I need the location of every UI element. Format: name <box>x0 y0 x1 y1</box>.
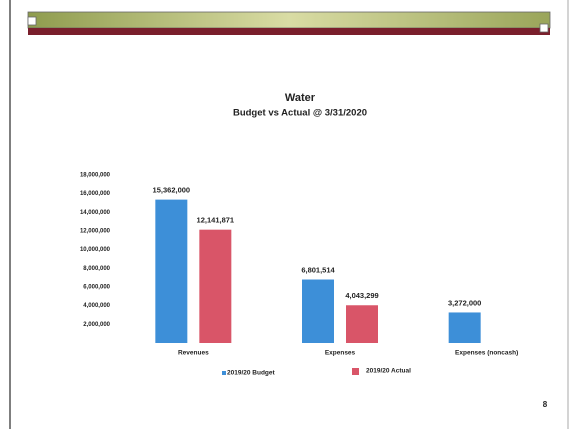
data-label: 3,272,000 <box>448 298 481 307</box>
chart-title: Water <box>285 92 316 104</box>
legend-swatch <box>352 368 359 375</box>
chart-subtitle: Budget vs Actual @ 3/31/2020 <box>233 108 367 119</box>
page-number: 8 <box>543 400 548 409</box>
header-square <box>27 16 37 26</box>
bar <box>302 279 334 343</box>
y-tick-label: 12,000,000 <box>80 229 111 235</box>
data-label: 12,141,871 <box>197 216 235 225</box>
legend-label: 2019/20 Actual <box>366 368 411 375</box>
y-tick-label: 8,000,000 <box>83 266 110 272</box>
bar <box>448 312 481 343</box>
bar <box>155 199 188 343</box>
y-tick-label: 2,000,000 <box>83 322 110 328</box>
bar <box>199 229 232 343</box>
header-bar <box>27 11 551 29</box>
legend-swatch <box>222 371 226 375</box>
y-tick-label: 6,000,000 <box>83 285 110 291</box>
x-tick-label: Expenses (noncash) <box>455 350 518 357</box>
header-square <box>539 23 549 33</box>
legend-label: 2019/20 Budget <box>227 370 276 377</box>
data-label: 4,043,299 <box>345 291 378 300</box>
data-label: 6,801,514 <box>301 266 335 275</box>
x-tick-label: Expenses <box>325 350 356 357</box>
header-strip <box>28 28 550 35</box>
y-tick-label: 10,000,000 <box>80 247 111 253</box>
y-tick-label: 16,000,000 <box>80 191 111 197</box>
y-tick-label: 14,000,000 <box>80 210 111 216</box>
bar <box>346 305 378 343</box>
data-label: 15,362,000 <box>153 186 191 195</box>
x-tick-label: Revenues <box>178 350 209 357</box>
y-tick-label: 18,000,000 <box>80 173 111 179</box>
y-tick-label: 4,000,000 <box>83 303 110 309</box>
